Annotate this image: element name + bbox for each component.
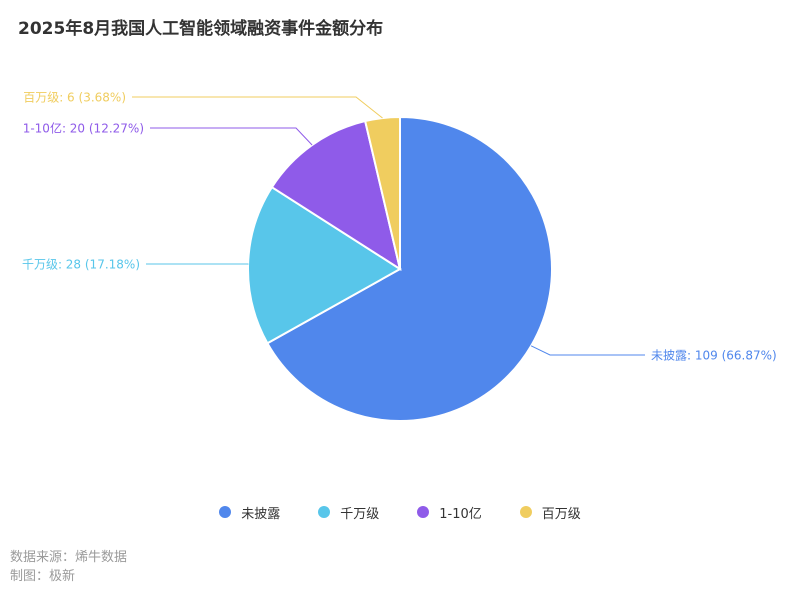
legend-label: 百万级	[541, 506, 581, 522]
data-label: 百万级: 6 (3.68%)	[23, 91, 126, 105]
legend-label: 1-10亿	[439, 506, 482, 522]
data-label: 1-10亿: 20 (12.27%)	[23, 121, 144, 136]
leader-line	[150, 127, 313, 146]
legend: 未披露 千万级 1-10亿 百万级	[0, 502, 800, 522]
leader-line	[530, 345, 645, 356]
data-source: 数据来源：烯牛数据	[10, 550, 128, 565]
legend-item-million[interactable]: 百万级	[519, 503, 581, 522]
legend-marker	[318, 506, 331, 518]
leader-line	[132, 96, 383, 119]
legend-marker	[417, 506, 430, 518]
legend-label: 千万级	[340, 506, 380, 522]
legend-marker	[219, 506, 232, 518]
legend-marker	[519, 506, 532, 518]
legend-item-ten-million[interactable]: 千万级	[318, 503, 379, 522]
data-label: 千万级: 28 (17.18%)	[22, 258, 140, 272]
legend-item-undisclosed[interactable]: 未披露	[219, 503, 280, 522]
legend-label: 未披露	[241, 506, 281, 522]
leader-line	[146, 263, 249, 265]
slice-ten-million[interactable]	[247, 185, 402, 345]
data-label: 未披露: 109 (66.87%)	[651, 349, 777, 363]
footer: 数据来源：烯牛数据 制图：极新	[10, 548, 127, 586]
legend-item-100m-1b[interactable]: 1-10亿	[417, 503, 482, 522]
slice-undisclosed[interactable]	[266, 115, 553, 422]
chart-credit: 制图：极新	[10, 569, 76, 584]
chart-title: 2025年8月我国人工智能领域融资事件金额分布	[18, 19, 384, 39]
